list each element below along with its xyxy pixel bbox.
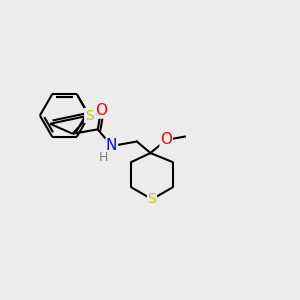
Text: S: S xyxy=(85,109,94,122)
Text: N: N xyxy=(106,139,117,154)
Text: S: S xyxy=(148,192,156,206)
Text: O: O xyxy=(160,132,172,147)
Text: O: O xyxy=(95,103,107,118)
Text: H: H xyxy=(99,151,108,164)
